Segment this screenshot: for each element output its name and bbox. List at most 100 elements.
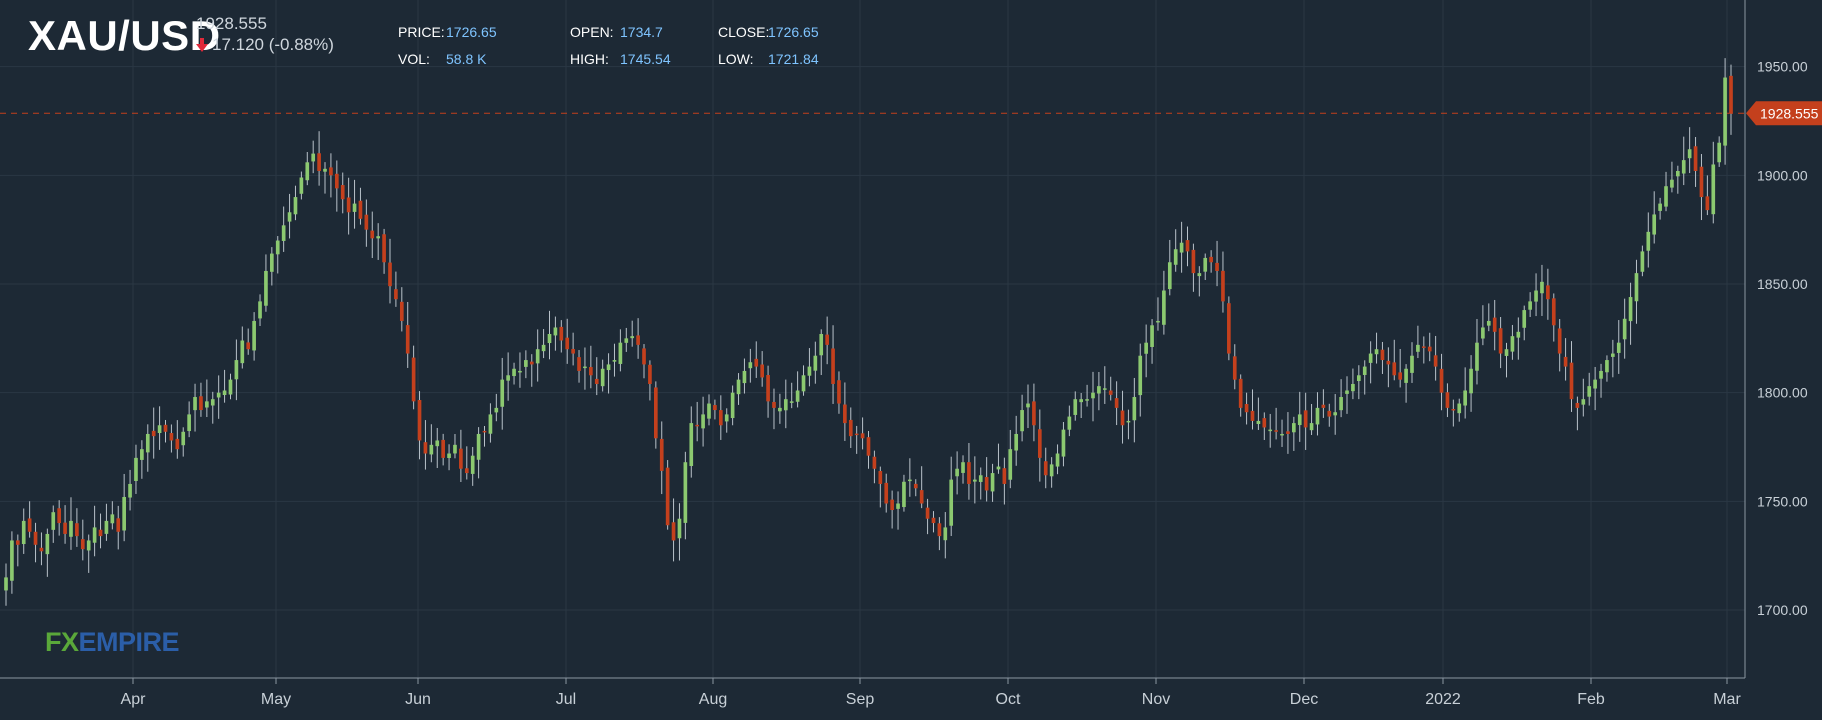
candle[interactable] xyxy=(1481,305,1485,346)
candle[interactable] xyxy=(1616,320,1621,374)
candle[interactable] xyxy=(1634,259,1639,324)
candle[interactable] xyxy=(1303,392,1308,450)
candle[interactable] xyxy=(1037,409,1042,482)
candle[interactable] xyxy=(1108,376,1113,401)
candle[interactable] xyxy=(943,512,948,559)
candle[interactable] xyxy=(1658,197,1662,220)
candle[interactable] xyxy=(949,456,954,537)
candle[interactable] xyxy=(571,332,575,366)
candle[interactable] xyxy=(1587,372,1592,406)
candle[interactable] xyxy=(925,498,930,535)
candle[interactable] xyxy=(624,327,629,352)
candle[interactable] xyxy=(1091,371,1095,422)
candle[interactable] xyxy=(258,294,262,326)
candle[interactable] xyxy=(447,444,451,471)
candle[interactable] xyxy=(57,500,61,536)
candle[interactable] xyxy=(1498,317,1503,369)
candle[interactable] xyxy=(405,301,410,368)
candle[interactable] xyxy=(1599,363,1603,398)
candle[interactable] xyxy=(990,463,995,502)
candle[interactable] xyxy=(653,381,658,449)
candle[interactable] xyxy=(27,501,32,538)
candle[interactable] xyxy=(429,424,434,463)
candle[interactable] xyxy=(376,223,381,260)
candle[interactable] xyxy=(1664,171,1668,212)
candle[interactable] xyxy=(748,348,753,383)
candle[interactable] xyxy=(1670,161,1674,193)
candle[interactable] xyxy=(128,469,132,511)
candle[interactable] xyxy=(140,440,144,479)
candle[interactable] xyxy=(783,379,788,429)
candle[interactable] xyxy=(1729,64,1733,135)
candle[interactable] xyxy=(459,429,463,483)
candle[interactable] xyxy=(1185,226,1190,267)
candle[interactable] xyxy=(1421,336,1426,364)
candle[interactable] xyxy=(1380,341,1385,374)
candle[interactable] xyxy=(1646,212,1651,268)
candle[interactable] xyxy=(1055,444,1060,475)
candle[interactable] xyxy=(110,501,115,530)
candle[interactable] xyxy=(1687,127,1692,174)
candle[interactable] xyxy=(1138,343,1143,417)
candle[interactable] xyxy=(1215,240,1219,287)
candle[interactable] xyxy=(334,160,339,212)
candle[interactable] xyxy=(754,341,759,378)
candle[interactable] xyxy=(246,328,251,355)
candle[interactable] xyxy=(813,341,818,384)
candle[interactable] xyxy=(1238,374,1243,417)
candles[interactable] xyxy=(4,58,1733,606)
candle[interactable] xyxy=(760,351,764,387)
candle[interactable] xyxy=(1262,412,1267,440)
candle[interactable] xyxy=(931,511,936,533)
candle[interactable] xyxy=(21,508,26,554)
candle[interactable] xyxy=(1067,405,1072,437)
candle[interactable] xyxy=(1611,339,1615,378)
candle[interactable] xyxy=(104,503,109,541)
candle[interactable] xyxy=(984,457,989,502)
candle[interactable] xyxy=(382,228,386,274)
candle[interactable] xyxy=(163,419,168,443)
candle[interactable] xyxy=(689,406,694,478)
candle[interactable] xyxy=(370,211,375,259)
candle[interactable] xyxy=(506,352,510,401)
candle[interactable] xyxy=(86,534,91,573)
candle[interactable] xyxy=(843,382,847,441)
candle[interactable] xyxy=(529,354,534,387)
candle[interactable] xyxy=(730,385,735,426)
candle[interactable] xyxy=(665,460,670,530)
candle[interactable] xyxy=(1197,266,1202,297)
candle[interactable] xyxy=(281,206,286,252)
candle[interactable] xyxy=(216,375,221,419)
candle[interactable] xyxy=(364,199,369,247)
candle[interactable] xyxy=(778,393,782,424)
candle[interactable] xyxy=(955,451,959,495)
candle[interactable] xyxy=(1469,355,1473,412)
candle[interactable] xyxy=(98,513,103,549)
candle[interactable] xyxy=(1232,344,1237,390)
candle[interactable] xyxy=(1209,250,1213,273)
candle[interactable] xyxy=(896,491,900,530)
candle[interactable] xyxy=(1374,332,1379,364)
candle[interactable] xyxy=(996,443,1001,474)
candle[interactable] xyxy=(837,371,841,414)
candle[interactable] xyxy=(1622,298,1627,359)
candle[interactable] xyxy=(323,162,327,194)
candle[interactable] xyxy=(1268,413,1273,448)
candle[interactable] xyxy=(1061,421,1066,467)
candle[interactable] xyxy=(1457,398,1462,422)
candle[interactable] xyxy=(500,357,505,430)
candle[interactable] xyxy=(1002,457,1007,505)
candle[interactable] xyxy=(671,498,676,562)
candle[interactable] xyxy=(612,343,617,377)
candle[interactable] xyxy=(801,365,806,396)
candle[interactable] xyxy=(264,254,268,312)
candle[interactable] xyxy=(1581,378,1586,417)
candle[interactable] xyxy=(417,391,422,460)
candle[interactable] xyxy=(45,528,50,577)
candle[interactable] xyxy=(63,505,67,544)
candle[interactable] xyxy=(1120,390,1125,444)
candle[interactable] xyxy=(860,417,865,450)
candle[interactable] xyxy=(913,479,918,497)
candle[interactable] xyxy=(116,505,121,550)
